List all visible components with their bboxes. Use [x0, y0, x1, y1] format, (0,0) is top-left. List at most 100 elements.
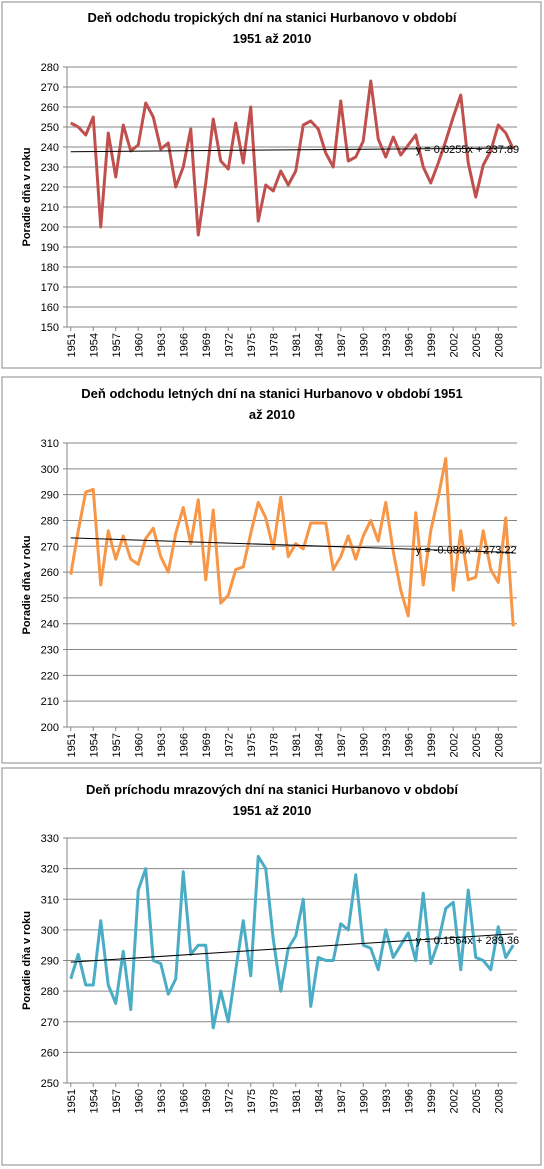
x-tick-label: 1999	[426, 733, 438, 757]
y-tick-label: 260	[41, 1047, 59, 1059]
x-tick-label: 1981	[291, 1089, 303, 1113]
y-tick-label: 260	[41, 567, 59, 579]
chart-title: 1951 až 2010	[233, 803, 312, 818]
x-tick-label: 2008	[493, 333, 505, 357]
y-tick-label: 210	[41, 202, 59, 214]
y-tick-label: 320	[41, 864, 59, 876]
y-tick-label: 310	[41, 894, 59, 906]
y-tick-label: 240	[41, 142, 59, 154]
y-tick-label: 220	[41, 182, 59, 194]
y-tick-label: 270	[41, 1017, 59, 1029]
data-line	[70, 79, 515, 237]
y-tick-label: 280	[41, 986, 59, 998]
y-tick-label: 170	[41, 282, 59, 294]
y-tick-label: 230	[41, 645, 59, 657]
chart-title: Deň príchodu mrazových dní na stanici Hu…	[86, 782, 458, 797]
trend-line	[70, 933, 514, 963]
x-tick-label: 1996	[403, 1089, 415, 1113]
data-line	[69, 854, 515, 1030]
y-tick-label: 300	[41, 464, 59, 476]
x-tick-label: 2002	[448, 333, 460, 357]
x-tick-label: 1990	[358, 333, 370, 357]
x-tick-label: 1966	[178, 733, 190, 757]
x-tick-label: 1978	[268, 1089, 280, 1113]
x-tick-label: 1975	[246, 333, 258, 357]
panel-frame	[1, 1, 542, 369]
x-tick-label: 1963	[156, 733, 168, 757]
trend-equation: y = 0.0255x + 237.89	[416, 144, 519, 156]
x-tick-label: 1960	[133, 733, 145, 757]
x-tick-label: 1954	[88, 1089, 100, 1113]
chart-title: Deň odchodu tropických dní na stanici Hu…	[87, 10, 456, 25]
x-tick-label: 1969	[201, 733, 213, 757]
x-tick-label: 1981	[291, 333, 303, 357]
x-tick-label: 1957	[111, 333, 123, 357]
y-tick-label: 240	[41, 619, 59, 631]
y-tick-label: 150	[41, 322, 59, 334]
chart-panel: Deň príchodu mrazových dní na stanici Hu…	[1, 767, 542, 1166]
trend-line	[70, 537, 514, 554]
trend-line	[70, 147, 514, 153]
x-tick-label: 1951	[66, 733, 78, 757]
y-tick-label: 220	[41, 670, 59, 682]
x-tick-label: 1972	[223, 733, 235, 757]
x-tick-label: 1999	[426, 333, 438, 357]
x-tick-label: 1960	[133, 1089, 145, 1113]
x-tick-label: 2008	[493, 1089, 505, 1113]
x-tick-label: 2008	[493, 733, 505, 757]
chart-title: Deň odchodu letných dní na stanici Hurba…	[81, 386, 462, 401]
x-tick-label: 1954	[88, 733, 100, 757]
x-tick-label: 1996	[403, 733, 415, 757]
data-line	[69, 456, 515, 627]
y-axis-label: Poradie dňa v roku	[21, 911, 33, 1010]
x-tick-label: 1993	[381, 333, 393, 357]
x-tick-label: 2005	[471, 1089, 483, 1113]
x-tick-label: 1975	[246, 733, 258, 757]
x-tick-label: 1993	[381, 733, 393, 757]
chart-title: 1951 až 2010	[233, 31, 312, 46]
x-tick-label: 2005	[471, 733, 483, 757]
x-tick-label: 2002	[448, 733, 460, 757]
chart-panel: Deň odchodu tropických dní na stanici Hu…	[1, 1, 542, 369]
x-tick-label: 1987	[336, 733, 348, 757]
x-tick-label: 1978	[268, 333, 280, 357]
y-tick-label: 250	[41, 122, 59, 134]
y-axis-label: Poradie dňa v roku	[21, 147, 33, 246]
x-tick-label: 1951	[66, 333, 78, 357]
x-tick-label: 1984	[313, 733, 325, 757]
x-tick-label: 1984	[313, 1089, 325, 1113]
y-tick-label: 230	[41, 162, 59, 174]
y-tick-label: 270	[41, 82, 59, 94]
y-tick-label: 290	[41, 956, 59, 968]
x-tick-label: 1969	[201, 333, 213, 357]
x-tick-label: 1966	[178, 333, 190, 357]
chart-title: až 2010	[249, 407, 295, 422]
x-tick-label: 1960	[133, 333, 145, 357]
x-tick-label: 1990	[358, 733, 370, 757]
y-tick-label: 160	[41, 302, 59, 314]
x-tick-label: 1984	[313, 333, 325, 357]
y-tick-label: 330	[41, 833, 59, 845]
y-tick-label: 250	[41, 593, 59, 605]
x-tick-label: 1963	[156, 333, 168, 357]
x-tick-label: 1996	[403, 333, 415, 357]
y-tick-label: 210	[41, 696, 59, 708]
x-tick-label: 1954	[88, 333, 100, 357]
x-tick-label: 1999	[426, 1089, 438, 1113]
trend-equation: y = 0.1564x + 289.36	[416, 935, 519, 947]
x-tick-label: 1993	[381, 1089, 393, 1113]
y-tick-label: 260	[41, 102, 59, 114]
x-tick-label: 1951	[66, 1089, 78, 1113]
x-tick-label: 1966	[178, 1089, 190, 1113]
y-tick-label: 190	[41, 242, 59, 254]
y-tick-label: 180	[41, 262, 59, 274]
x-tick-label: 1975	[246, 1089, 258, 1113]
y-tick-label: 200	[41, 222, 59, 234]
x-tick-label: 2002	[448, 1089, 460, 1113]
y-tick-label: 200	[41, 722, 59, 734]
x-tick-label: 2005	[471, 333, 483, 357]
x-tick-label: 1963	[156, 1089, 168, 1113]
x-tick-label: 1972	[223, 1089, 235, 1113]
panel-frame	[1, 376, 542, 764]
